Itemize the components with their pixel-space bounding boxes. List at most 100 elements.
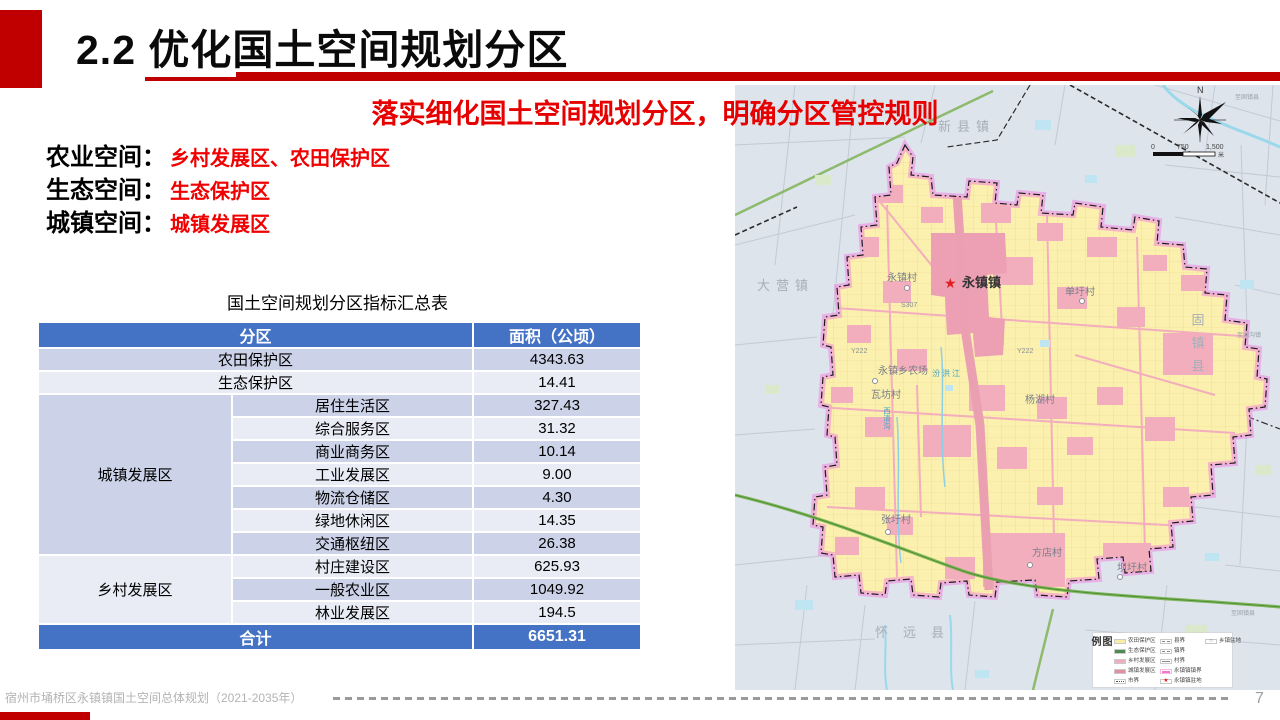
label-road: S307 — [901, 302, 917, 309]
compass-north-label: N — [1197, 85, 1204, 95]
town-development-area — [931, 233, 1007, 357]
group-cell-rural: 乡村发展区 — [39, 556, 231, 623]
urban-swatch — [1114, 668, 1126, 674]
area-cell: 14.35 — [474, 510, 641, 531]
town-boundary-dash — [812, 143, 1268, 598]
map-ponds — [795, 120, 1254, 678]
zone-cell: 物流仓储区 — [233, 487, 473, 508]
scale-tick: 0 — [1151, 144, 1155, 151]
table-row: 工业发展区 9.00 — [39, 464, 641, 485]
space-value: 生态保护区 — [170, 181, 270, 203]
title-accent-square — [0, 10, 42, 88]
legend-item-town-seat: ★ 永镇镇驻地 — [1160, 677, 1204, 685]
label-neighbor-west: 大营镇 — [757, 278, 814, 293]
label-road-direction: 至湖沟镇 — [1237, 331, 1261, 339]
area-cell: 14.41 — [474, 372, 641, 393]
map-green-roads — [735, 89, 1055, 690]
scale-tick: 1,500 — [1206, 144, 1224, 151]
highway-green-center — [735, 494, 1280, 608]
zone-cell: 林业发展区 — [233, 602, 473, 623]
town-seat-star-icon: ★ — [944, 275, 957, 291]
area-cell: 4343.63 — [474, 349, 641, 370]
legend-item-ecology: 生态保护区 — [1114, 647, 1158, 655]
subtitle: 落实细化国土空间规划分区，明确分区管控规则 — [371, 99, 939, 129]
farmland-swatch — [1114, 638, 1126, 644]
space-line-urban: 城镇空间： 城镇发展区 — [46, 207, 390, 240]
page-number: 7 — [1255, 690, 1264, 707]
label-village: 瓦坊村 — [871, 388, 901, 401]
compass-rose-icon: N — [1174, 85, 1226, 142]
zone-cell: 绿地休闲区 — [233, 510, 473, 531]
scale-unit: 米 — [1218, 151, 1224, 159]
area-cell: 9.00 — [474, 464, 641, 485]
space-value: 城镇发展区 — [170, 214, 270, 236]
zone-cell: 综合服务区 — [233, 418, 473, 439]
legend-item-yongzhen-boundary: 永镇镇镇界 — [1160, 667, 1204, 675]
zone-cell: 商业商务区 — [233, 441, 473, 462]
table-row: 林业发展区 194.5 — [39, 602, 641, 623]
zone-cell: 交通枢纽区 — [233, 533, 473, 554]
ecology-swatch — [1114, 648, 1126, 654]
col-header-zone: 分区 — [39, 323, 473, 347]
town-ponds — [945, 340, 1050, 391]
town-minor-roads — [816, 180, 1256, 586]
town-seat-swatch: ★ — [1160, 677, 1172, 684]
table-header-row: 分区 面积（公顷） — [39, 323, 641, 347]
label-neighbor-north: 新县镇 — [938, 119, 995, 134]
legend-item-city-boundary: 市界 — [1114, 677, 1140, 685]
table-row: 交通枢纽区 26.38 — [39, 533, 641, 554]
legend-item-farmland: 农田保护区 — [1114, 637, 1158, 645]
page-title: 2.2 优化国土空间规划分区 — [76, 27, 569, 73]
village-boundary-swatch — [1160, 658, 1172, 664]
label-river: 西清沟 — [882, 407, 891, 431]
table-row: 农田保护区 4343.63 — [39, 349, 641, 370]
label-road: Y222 — [851, 348, 867, 355]
label-village: 杨湖村 — [1025, 393, 1055, 406]
title-underline-thick — [236, 72, 1280, 81]
town-territory — [809, 138, 1271, 601]
zone-cell: 生态保护区 — [39, 372, 473, 393]
star-icon: ★ — [1163, 677, 1169, 684]
total-label-cell: 合计 — [39, 625, 473, 649]
table-row: 城镇发展区 居住生活区 327.43 — [39, 395, 641, 554]
label-road-direction: 至固镇县 — [1235, 93, 1259, 101]
scale-tick: 750 — [1177, 144, 1189, 151]
zone-cell: 村庄建设区 — [233, 556, 473, 577]
label-road-direction: 至固镇县 — [1231, 609, 1255, 617]
space-line-agriculture: 农业空间： 乡村发展区、农田保护区 — [46, 141, 390, 174]
town-main-corridor — [951, 176, 994, 591]
rural-swatch — [1114, 658, 1126, 664]
zone-cell: 工业发展区 — [233, 464, 473, 485]
area-cell: 327.43 — [474, 395, 641, 416]
group-cell-urban: 城镇发展区 — [39, 395, 231, 554]
space-label: 生态空间： — [46, 177, 166, 204]
label-town-seat: 永镇镇 — [961, 275, 1001, 290]
table-total-row: 合计 6651.31 — [39, 625, 641, 649]
zone-cell: 一般农业区 — [233, 579, 473, 600]
legend-item-rural: 乡村发展区 — [1114, 657, 1158, 665]
space-line-ecology: 生态空间： 生态保护区 — [46, 174, 390, 207]
total-area-cell: 6651.31 — [474, 625, 641, 649]
scale-bar: 0 750 1,500 米 — [1151, 144, 1224, 159]
label-neighbor-east: 固镇县 — [1190, 313, 1205, 382]
label-village: 方店村 — [1032, 546, 1062, 559]
footer-dashed-line — [333, 697, 1231, 700]
planning-map: 新县镇 大营镇 固镇县 怀远县 ★ 永镇镇 永镇村 单圩村 瓦坊村 永镇乡农场 … — [735, 85, 1280, 690]
legend-item-village-boundary: 村界 — [1160, 657, 1186, 665]
legend-item-county-boundary: 县界 — [1160, 637, 1186, 645]
table-row: 综合服务区 31.32 — [39, 418, 641, 439]
legend-title-text: 图例 — [1089, 636, 1111, 672]
map-legend: 图例 农田保护区 生态保护区 乡村发展区 城镇发展区 市界 县界 镇界 村界 永… — [1089, 633, 1241, 687]
table-row: 乡村发展区 村庄建设区 625.93 — [39, 556, 641, 623]
township-seat-swatch: ○ — [1205, 638, 1217, 644]
legend-item-town-boundary: 镇界 — [1160, 647, 1186, 655]
space-label: 农业空间： — [46, 144, 166, 171]
label-river: 汾洪江 — [932, 368, 962, 378]
table-row: 生态保护区 14.41 — [39, 372, 641, 393]
village-markers — [872, 285, 1123, 580]
table-row: 物流仓储区 4.30 — [39, 487, 641, 508]
label-village: 永镇村 — [887, 271, 917, 284]
col-header-area: 面积（公顷） — [474, 323, 641, 347]
space-value: 乡村发展区、农田保护区 — [170, 148, 390, 170]
